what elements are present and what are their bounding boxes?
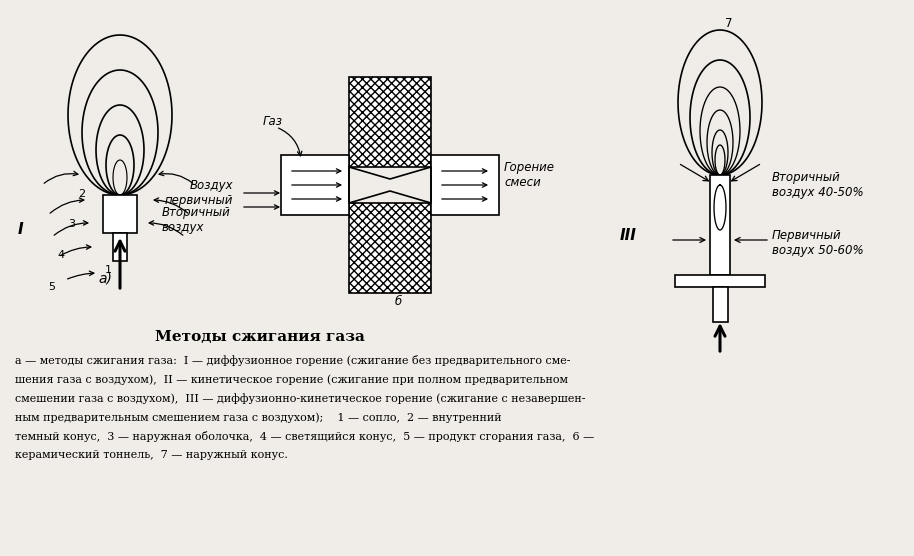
Bar [349,77,431,167]
Text: б: б [395,295,402,308]
Text: а): а) [98,271,112,285]
Text: Методы сжигания газа: Методы сжигания газа [155,330,365,344]
Text: ным предварительным смешением газа с воздухом);    1 — сопло,  2 — внутренний: ным предварительным смешением газа с воз… [15,412,502,423]
Bar [675,275,765,287]
Bar [113,233,127,261]
Bar [349,203,431,293]
Text: 7: 7 [725,17,732,30]
Text: 3: 3 [68,219,75,229]
Bar [710,175,730,275]
Text: Вторичный
воздух: Вторичный воздух [162,206,230,234]
Text: 2: 2 [78,189,85,199]
Text: темный конус,  3 — наружная оболочка,  4 — светящийся конус,  5 — продукт сгоран: темный конус, 3 — наружная оболочка, 4 —… [15,431,594,442]
Bar [103,195,137,233]
Text: 4: 4 [57,250,64,260]
Text: керамический тоннель,  7 — наружный конус.: керамический тоннель, 7 — наружный конус… [15,450,288,460]
Text: 5: 5 [48,282,55,292]
Text: I: I [18,222,24,237]
Text: Первичный
воздух 50-60%: Первичный воздух 50-60% [772,229,864,257]
Text: 1: 1 [105,265,112,275]
Text: Горение
смеси: Горение смеси [504,161,555,189]
Bar [713,287,728,322]
Bar [431,155,499,215]
Text: Газ: Газ [263,115,283,128]
Bar [281,155,349,215]
Text: шения газа с воздухом),  II — кинетическое горение (сжигание при полном предвари: шения газа с воздухом), II — кинетическо… [15,374,568,385]
Text: Воздух
первичный: Воздух первичный [165,179,233,207]
Text: Вторичный
воздух 40-50%: Вторичный воздух 40-50% [772,171,864,199]
Text: III: III [620,227,637,242]
Text: а — методы сжигания газа:  I — диффузионное горение (сжигание без предварительно: а — методы сжигания газа: I — диффузионн… [15,355,570,366]
Text: смешении газа с воздухом),  III — диффузионно-кинетическое горение (сжигание с н: смешении газа с воздухом), III — диффузи… [15,393,586,404]
